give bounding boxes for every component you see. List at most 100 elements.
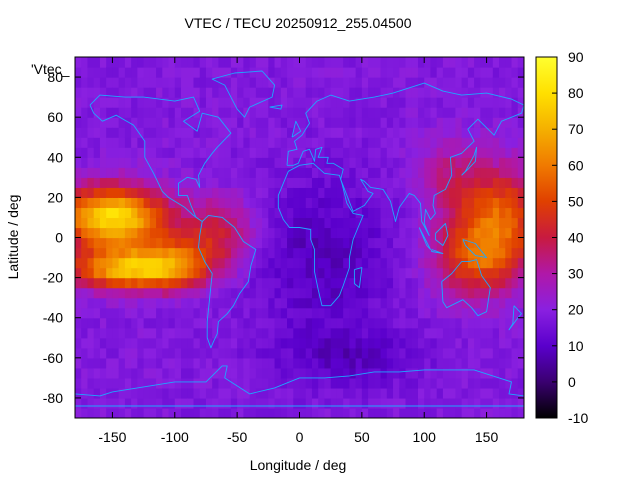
heatmap-cell [99,107,107,118]
heatmap-cell [181,407,188,418]
heatmap-cell [280,407,288,418]
heatmap-cell [436,307,444,319]
heatmap-cell [81,77,89,88]
heatmap-cell [511,387,519,399]
heatmap-cell [411,157,419,168]
heatmap-cell [230,167,238,178]
heatmap-cell [380,217,388,229]
heatmap-cell [430,377,438,389]
heatmap-cell [393,347,400,359]
heatmap-cell [492,97,500,108]
heatmap-cell [399,287,407,299]
heatmap-cell [93,297,101,309]
heatmap-cell [474,137,481,148]
heatmap-cell [355,97,363,108]
heatmap-cell [131,367,138,379]
heatmap-cell [293,297,301,309]
heatmap-cell [449,347,457,359]
heatmap-cell [181,257,188,269]
heatmap-cell [81,87,89,98]
heatmap-cell [181,147,188,158]
heatmap-cell [330,277,338,289]
heatmap-cell [355,237,363,249]
heatmap-cell [243,237,251,249]
heatmap-cell [499,87,506,98]
heatmap-cell [230,357,238,369]
heatmap-cell [249,107,257,118]
heatmap-cell [424,107,432,118]
heatmap-cell [112,217,120,229]
heatmap-cell [368,267,375,279]
heatmap-cell [137,147,145,158]
coastline [441,259,491,317]
heatmap-cell [486,87,494,98]
heatmap-cell [336,107,344,118]
heatmap-cell [237,127,244,138]
heatmap-cell [137,267,145,279]
heatmap-cell [474,187,481,198]
heatmap-cell [343,227,350,239]
heatmap-cell [87,217,95,229]
heatmap-cell [149,247,157,259]
heatmap-cell [168,177,176,188]
heatmap-cell [199,347,207,359]
heatmap-cell [224,297,232,309]
heatmap-cell [343,57,350,68]
heatmap-cell [361,407,369,418]
heatmap-cell [455,247,463,259]
heatmap-cell [75,57,82,68]
heatmap-cell [162,157,170,168]
heatmap-cell [143,87,151,98]
heatmap-cell [449,337,457,349]
heatmap-cell [131,117,138,128]
heatmap-cell [274,257,282,269]
heatmap-cell [118,117,126,128]
heatmap-cell [511,177,519,188]
heatmap-cell [299,387,307,399]
heatmap-cell [424,267,432,279]
heatmap-cell [461,357,469,369]
heatmap-cell [112,237,120,249]
heatmap-cell [405,127,413,138]
heatmap-cell [218,87,226,98]
heatmap-cell [168,267,176,279]
heatmap-cell [393,167,400,178]
heatmap-cell [199,197,207,209]
heatmap-cell [287,67,294,78]
heatmap-cell [237,247,244,259]
heatmap-cell [255,117,263,128]
heatmap-cell [124,387,132,399]
heatmap-cell [330,317,338,329]
heatmap-cell [467,337,475,349]
heatmap-cell [324,187,332,198]
heatmap-cell [305,157,313,168]
heatmap-cell [324,157,332,168]
heatmap-cell [99,207,107,219]
heatmap-cell [511,317,519,329]
heatmap-cell [318,357,326,369]
heatmap-cell [343,107,350,118]
heatmap-cell [268,307,276,319]
heatmap-cell [305,167,313,178]
heatmap-cell [149,227,157,239]
heatmap-cell [511,77,519,88]
vtec-heatmap [75,57,524,418]
heatmap-cell [293,137,301,148]
heatmap-cell [187,357,195,369]
heatmap-cell [81,227,89,239]
heatmap-cell [193,247,201,259]
heatmap-cell [480,257,488,269]
heatmap-cell [467,277,475,289]
heatmap-cell [430,247,438,259]
heatmap-cell [287,137,294,148]
heatmap-cell [368,167,375,178]
heatmap-cell [343,317,350,329]
heatmap-cell [293,107,301,118]
heatmap-cell [417,197,425,209]
heatmap-cell [436,117,444,128]
heatmap-cell [193,227,201,239]
heatmap-cell [218,117,226,128]
heatmap-cell [112,117,120,128]
heatmap-cell [361,237,369,249]
